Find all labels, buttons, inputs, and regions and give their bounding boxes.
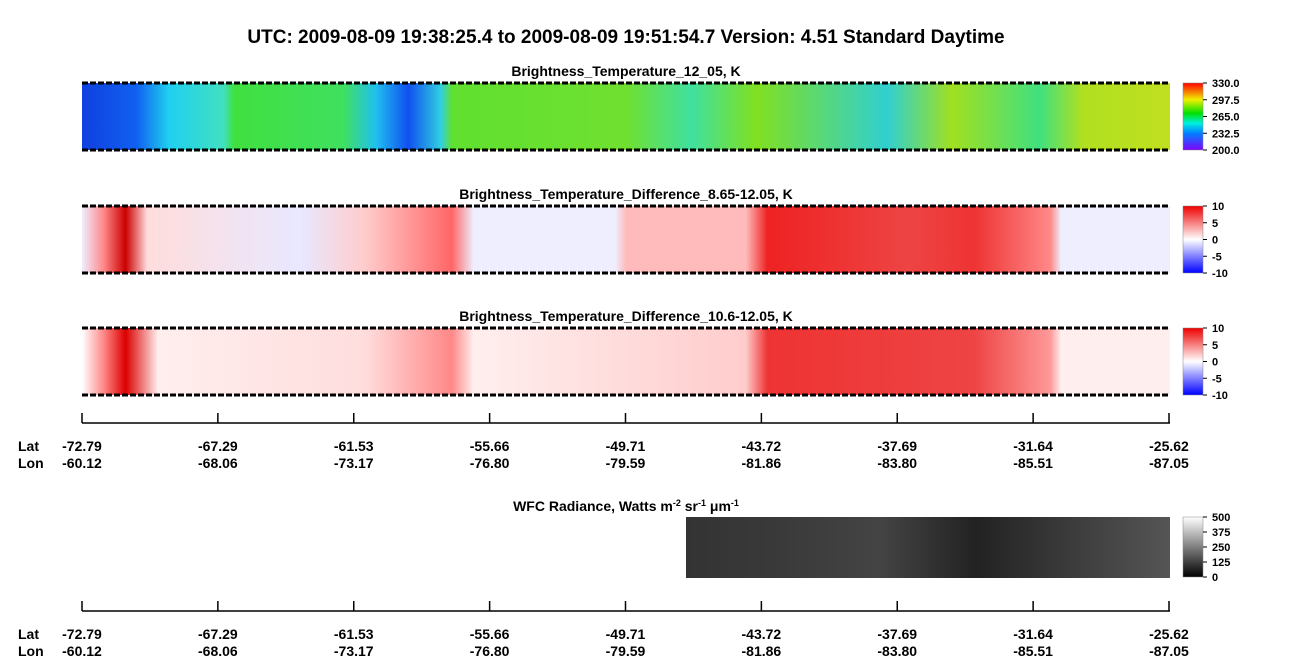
colorbar-label: 375: [1212, 527, 1230, 539]
colorbar-label: 5: [1212, 218, 1218, 230]
colorbar-label: 5: [1212, 340, 1218, 352]
lat-label: -25.62: [1149, 438, 1189, 454]
lat-label: -25.62: [1149, 626, 1189, 642]
page-title: UTC: 2009-08-09 19:38:25.4 to 2009-08-09…: [247, 27, 1004, 48]
colorbar-label: 250: [1212, 542, 1230, 554]
lat-label: -37.69: [877, 626, 917, 642]
colorbar-label: 0: [1212, 572, 1218, 584]
axis-label: Lat: [18, 438, 39, 454]
panel-image: [82, 206, 1170, 273]
colorbar-label: -10: [1212, 268, 1228, 280]
colorbar-label: 330.0: [1212, 78, 1240, 90]
lat-label: -37.69: [877, 438, 917, 454]
panel-title: Brightness_Temperature_12_05, K: [511, 63, 740, 79]
panel-title: Brightness_Temperature_Difference_8.65-1…: [459, 186, 793, 202]
lon-label: -85.51: [1013, 455, 1053, 471]
lon-label: -87.05: [1149, 643, 1189, 659]
lat-label: -61.53: [334, 438, 374, 454]
lat-label: -55.66: [470, 438, 510, 454]
lon-label: -73.17: [334, 643, 374, 659]
lat-label: -72.79: [62, 626, 102, 642]
superscript: -2: [673, 498, 681, 508]
lon-label: -79.59: [606, 643, 646, 659]
colorbar-label: -5: [1212, 251, 1222, 263]
title-part: μm: [706, 498, 731, 514]
colorbar-label: 500: [1212, 512, 1230, 524]
lon-label: -83.80: [877, 455, 917, 471]
colorbar: [1182, 205, 1204, 274]
colorbar: [1182, 82, 1204, 151]
lat-label: -67.29: [198, 626, 238, 642]
lon-label: -60.12: [62, 455, 102, 471]
panel-image: [82, 328, 1170, 395]
lat-label: -55.66: [470, 626, 510, 642]
lon-label: -68.06: [198, 643, 238, 659]
superscript: -1: [731, 498, 739, 508]
colorbar-label: 297.5: [1212, 95, 1240, 107]
colorbar-label: 232.5: [1212, 128, 1240, 140]
colorbar-label: -5: [1212, 373, 1222, 385]
lon-label: -81.86: [742, 455, 782, 471]
lat-label: -49.71: [606, 438, 646, 454]
lat-label: -31.64: [1013, 438, 1053, 454]
wfc-image: [686, 517, 1170, 578]
colorbar-label: 10: [1212, 323, 1224, 335]
lat-label: -43.72: [742, 438, 782, 454]
lat-label: -49.71: [606, 626, 646, 642]
lon-label: -76.80: [470, 643, 510, 659]
lat-label: -72.79: [62, 438, 102, 454]
panel-title: Brightness_Temperature_Difference_10.6-1…: [459, 308, 793, 324]
colorbar-label: -10: [1212, 390, 1228, 402]
lat-label: -61.53: [334, 626, 374, 642]
wfc-title: WFC Radiance, Watts m-2 sr-1 μm-1: [513, 498, 739, 514]
axis-label: Lat: [18, 626, 39, 642]
colorbar: [1182, 327, 1204, 396]
axis-label: Lon: [18, 455, 44, 471]
lat-label: -67.29: [198, 438, 238, 454]
title-part: WFC Radiance, Watts m: [513, 498, 673, 514]
panel-image: [82, 83, 1170, 150]
lon-label: -76.80: [470, 455, 510, 471]
title-part: sr: [681, 498, 699, 514]
lat-label: -31.64: [1013, 626, 1053, 642]
colorbar-label: 10: [1212, 201, 1224, 213]
lon-label: -68.06: [198, 455, 238, 471]
lon-label: -81.86: [742, 643, 782, 659]
lon-label: -60.12: [62, 643, 102, 659]
colorbar-label: 0: [1212, 235, 1218, 247]
lon-label: -79.59: [606, 455, 646, 471]
colorbar: [1182, 516, 1204, 578]
lat-label: -43.72: [742, 626, 782, 642]
colorbar-label: 0: [1212, 357, 1218, 369]
axis-label: Lon: [18, 643, 44, 659]
lon-label: -73.17: [334, 455, 374, 471]
superscript: -1: [698, 498, 706, 508]
lon-label: -83.80: [877, 643, 917, 659]
lon-label: -87.05: [1149, 455, 1189, 471]
lon-label: -85.51: [1013, 643, 1053, 659]
colorbar-label: 200.0: [1212, 145, 1240, 157]
colorbar-label: 265.0: [1212, 112, 1240, 124]
colorbar-label: 125: [1212, 557, 1230, 569]
